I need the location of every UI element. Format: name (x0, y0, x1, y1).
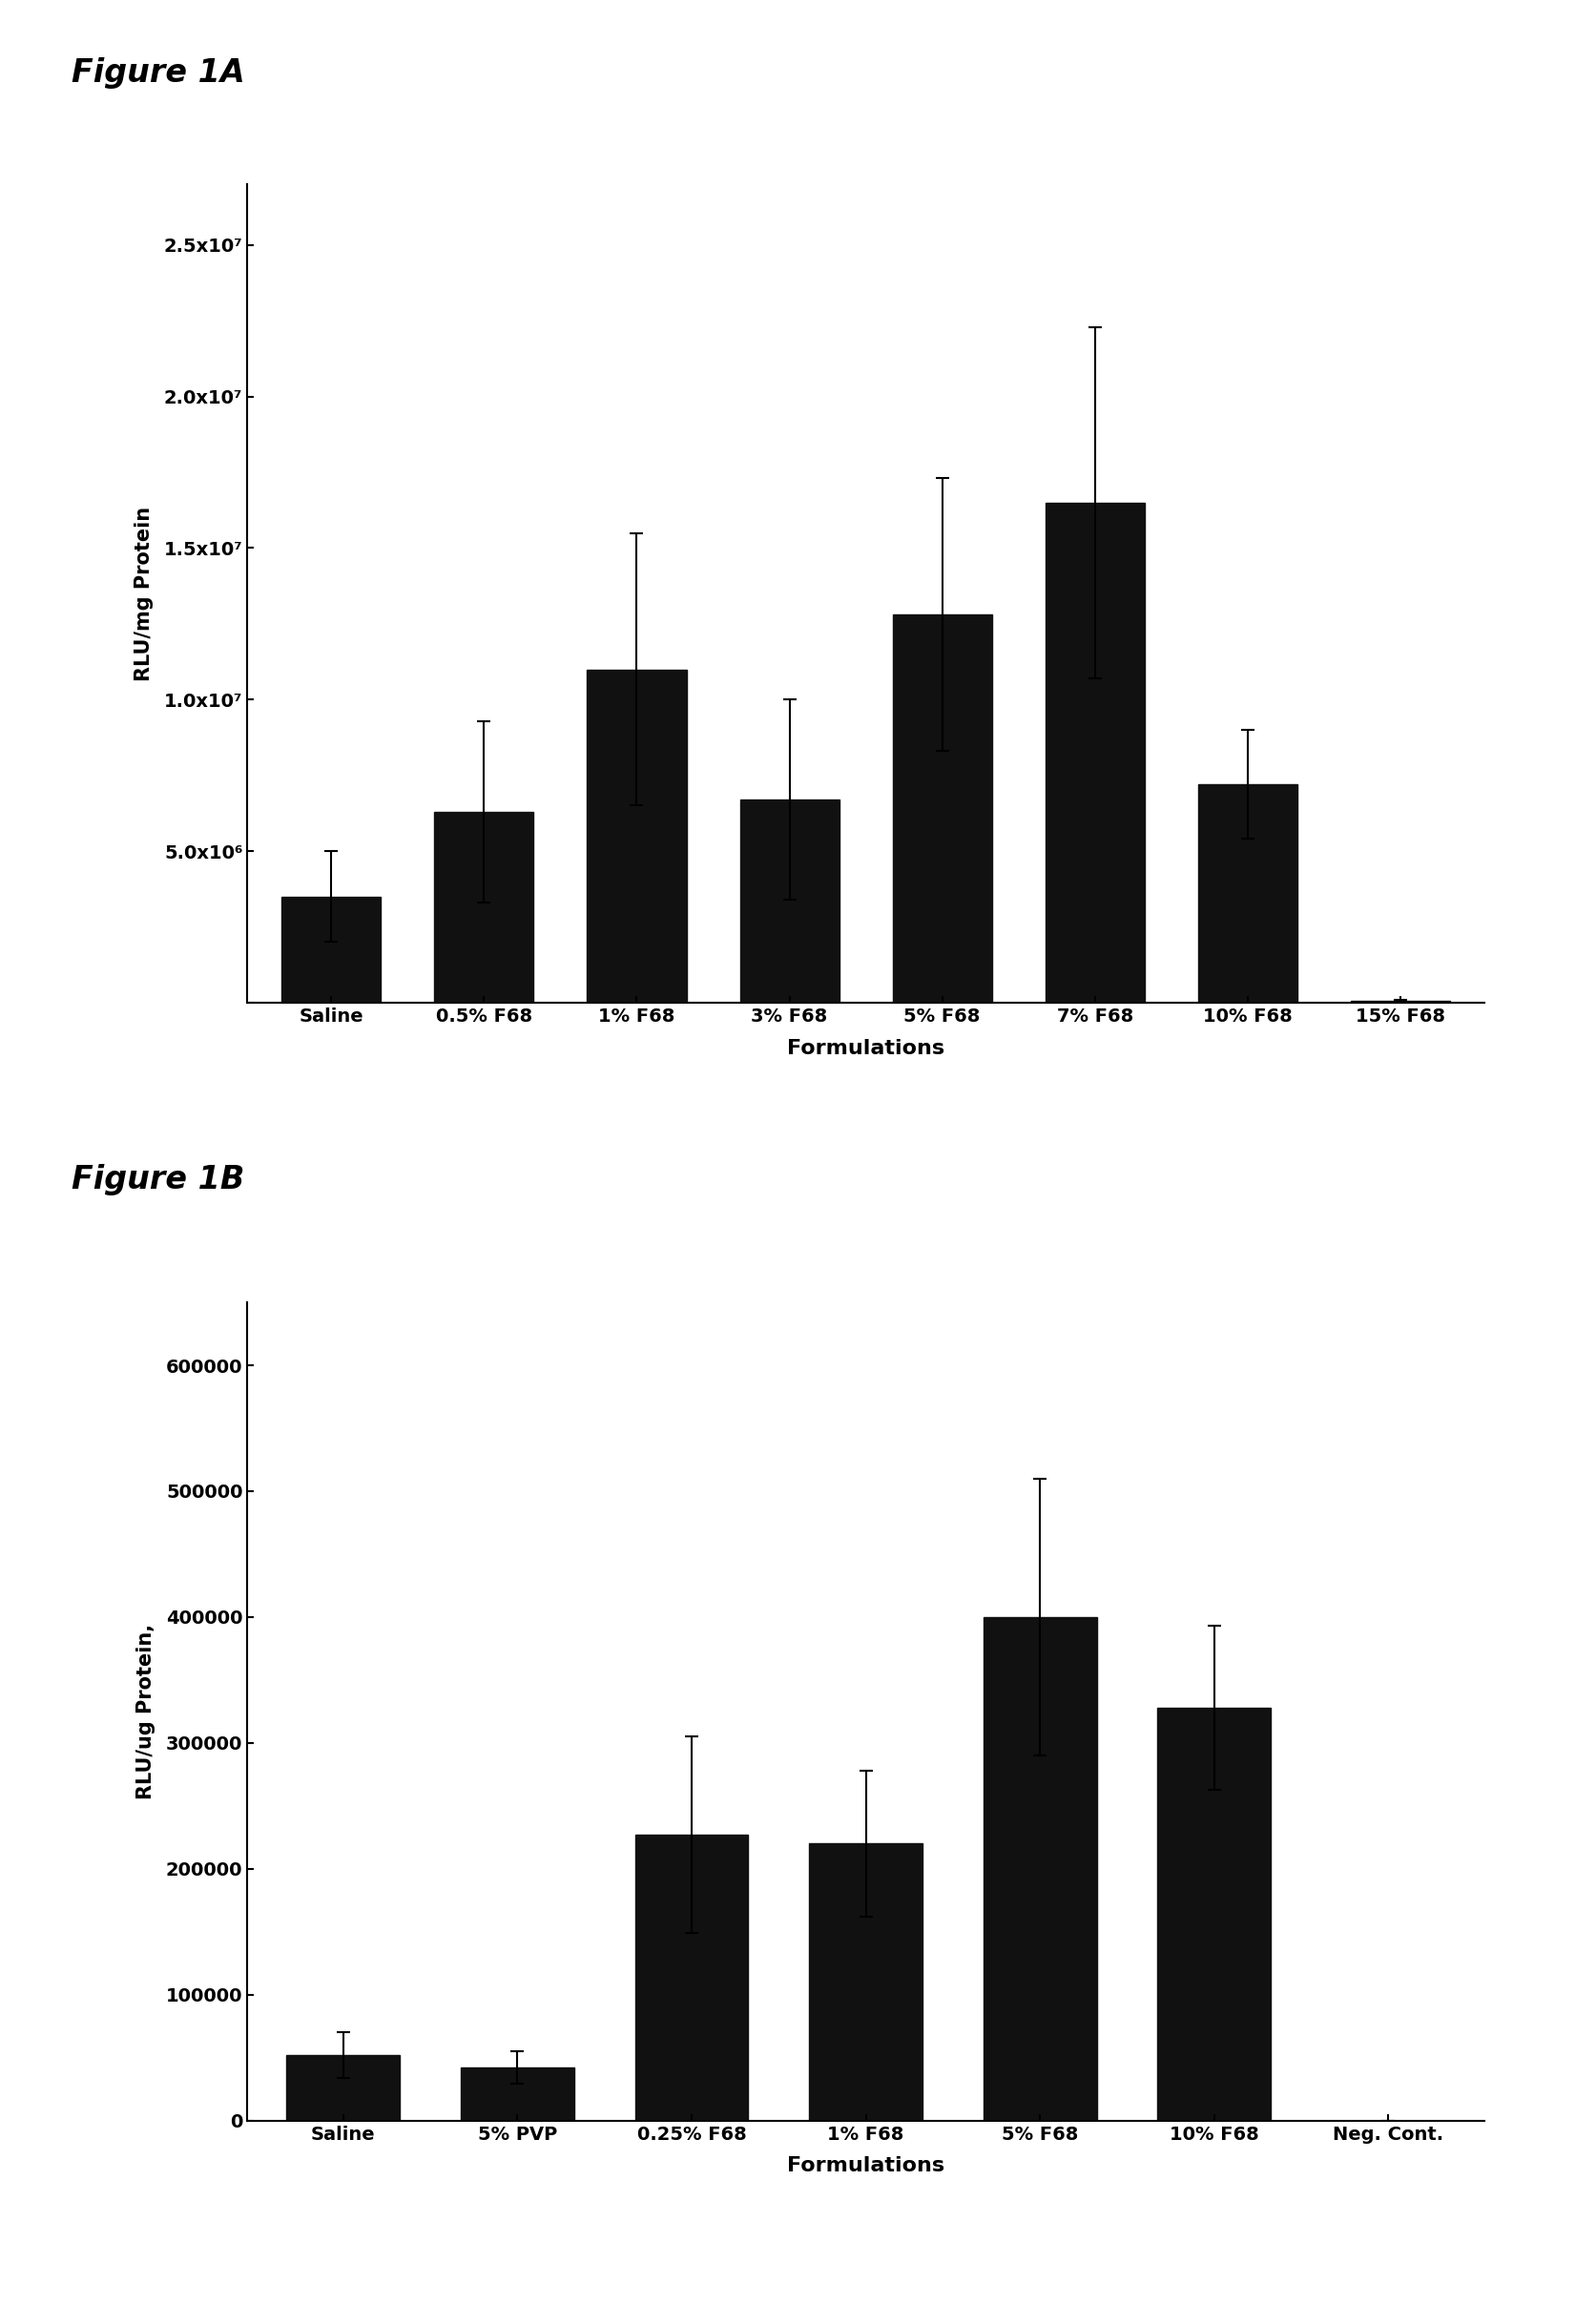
Bar (461, 2068, 575, 2121)
X-axis label: Formulations: Formulations (787, 2157, 945, 2176)
Bar (1045, 502, 1144, 1003)
Bar (434, 811, 533, 1003)
Bar (287, 2056, 401, 2121)
Bar (741, 800, 839, 1003)
Bar (1157, 1708, 1270, 2121)
Bar (892, 615, 991, 1003)
X-axis label: Formulations: Formulations (787, 1040, 945, 1058)
Bar (983, 1618, 1096, 2121)
Bar (282, 897, 381, 1003)
Y-axis label: RLU/mg Protein: RLU/mg Protein (134, 507, 153, 680)
Text: Figure 1B: Figure 1B (72, 1164, 244, 1196)
Bar (1199, 784, 1298, 1003)
Bar (809, 1844, 922, 2121)
Bar (587, 668, 686, 1003)
Y-axis label: RLU/ug Protein,: RLU/ug Protein, (136, 1623, 155, 1800)
Bar (635, 1835, 749, 2121)
Text: Figure 1A: Figure 1A (72, 58, 246, 90)
